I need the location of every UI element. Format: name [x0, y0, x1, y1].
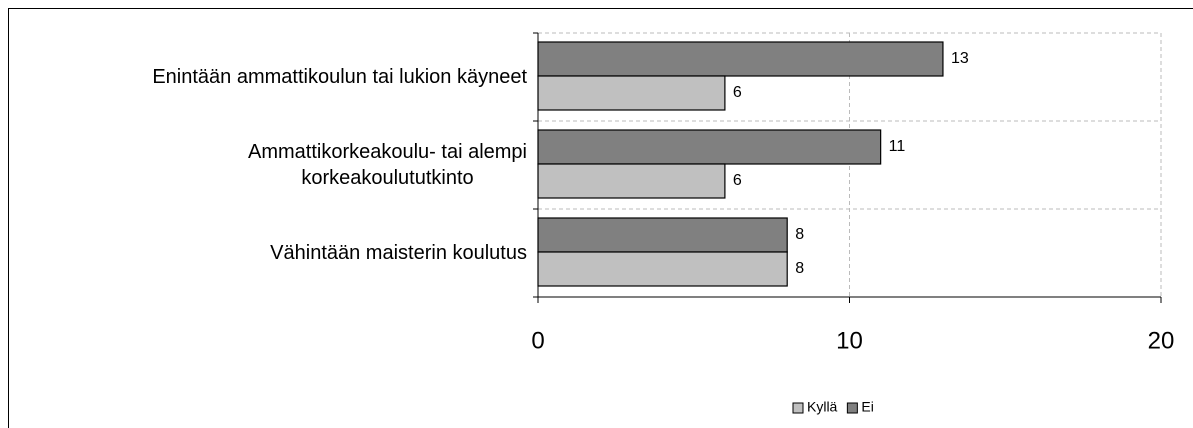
x-tick-label: 0 — [531, 327, 544, 354]
data-label: 8 — [795, 226, 804, 243]
data-label: 8 — [795, 260, 804, 277]
data-label: 13 — [951, 50, 969, 67]
bar — [537, 217, 788, 253]
x-tick-label: 10 — [836, 327, 863, 354]
legend-label: Ei — [861, 399, 873, 415]
legend-swatch — [846, 402, 858, 414]
bar — [537, 75, 726, 111]
bar — [537, 163, 726, 199]
bar — [537, 251, 788, 287]
legend-swatch — [792, 402, 804, 414]
data-label: 11 — [889, 138, 906, 155]
bar — [537, 41, 944, 77]
frame — [8, 8, 1193, 428]
x-tick-label: 20 — [1148, 327, 1175, 354]
y-category-label: Enintään ammattikoulun tai lukion käynee… — [152, 66, 527, 88]
y-category-label: Vähintään maisterin koulutus — [270, 242, 527, 264]
data-label: 6 — [733, 84, 742, 101]
y-category-label: Ammattikorkeakoulu- tai alempi korkeakou… — [248, 141, 527, 189]
data-label: 6 — [733, 172, 742, 189]
legend-label: Kyllä — [807, 399, 838, 415]
bar — [537, 129, 882, 165]
